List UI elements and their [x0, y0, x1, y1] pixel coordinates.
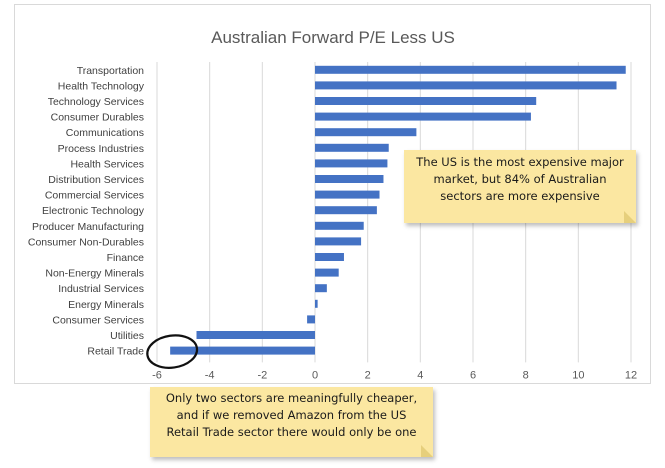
bar	[315, 299, 318, 308]
note-line: sectors are more expensive	[440, 189, 600, 203]
note-line: market, but 84% of Australian	[433, 172, 607, 186]
category-label: Energy Minerals	[68, 299, 144, 311]
bar	[315, 190, 380, 199]
x-tick-labels: -6 -4 -2 0 2 4 6 8 10 12	[152, 369, 637, 381]
category-label: Commercial Services	[45, 190, 144, 202]
bar	[315, 284, 327, 293]
x-tick-label: -4	[205, 369, 215, 381]
x-tick-label: 0	[312, 369, 318, 381]
highlight-circle	[146, 334, 199, 369]
bar	[315, 175, 384, 183]
bar	[315, 268, 339, 277]
category-label: Finance	[107, 252, 145, 264]
note-line: The US is the most expensive major	[416, 155, 624, 169]
bar	[196, 331, 315, 339]
category-label: Consumer Durables	[51, 112, 144, 124]
x-tick-label: -6	[152, 369, 162, 381]
bar	[315, 65, 626, 74]
category-label: Producer Manufacturing	[32, 221, 144, 233]
bar	[315, 237, 362, 246]
x-tick-label: -2	[257, 369, 267, 381]
bar	[315, 81, 617, 90]
annotations	[146, 334, 199, 369]
bar	[315, 97, 537, 105]
category-label: Communications	[66, 127, 144, 139]
category-label: Consumer Non-Durables	[28, 236, 144, 248]
category-label: Retail Trade	[87, 346, 144, 358]
note-line: Only two sectors are meaningfully cheape…	[165, 391, 418, 405]
x-tick-label: 12	[625, 369, 637, 381]
bar	[315, 221, 364, 230]
bar	[315, 253, 344, 261]
category-label: Electronic Technology	[42, 205, 145, 217]
x-tick-label: 6	[470, 369, 476, 381]
category-label: Utilities	[110, 330, 144, 342]
bar	[315, 112, 531, 121]
category-label: Non-Energy Minerals	[45, 268, 144, 280]
category-label: Distribution Services	[48, 174, 144, 186]
x-tick-label: 10	[572, 369, 584, 381]
sticky-note-us-expensive: The US is the most expensive major marke…	[404, 150, 636, 223]
x-tick-label: 4	[417, 369, 423, 381]
category-label: Health Technology	[58, 80, 145, 92]
bar	[170, 346, 315, 355]
bar	[307, 315, 315, 324]
note-fold	[624, 211, 636, 223]
x-tick-label: 8	[523, 369, 529, 381]
category-labels: Transportation Health Technology Technolog…	[28, 65, 145, 358]
note-fold	[421, 445, 433, 457]
sticky-note-cheaper-sectors: Only two sectors are meaningfully cheape…	[150, 387, 433, 457]
bars	[170, 65, 626, 355]
category-label: Process Industries	[58, 143, 144, 155]
bar	[315, 206, 377, 215]
bar	[315, 128, 417, 137]
category-label: Technology Services	[48, 96, 144, 108]
note-line: and if we removed Amazon from the US	[176, 408, 407, 422]
category-label: Health Services	[70, 158, 144, 170]
category-label: Transportation	[77, 65, 144, 77]
chart-title: Australian Forward P/E Less US	[211, 28, 455, 47]
category-label: Consumer Services	[52, 314, 144, 326]
bar	[315, 143, 389, 152]
x-tick-label: 2	[365, 369, 371, 381]
bar	[315, 159, 388, 168]
note-line: Retail Trade sector there would only be …	[166, 425, 417, 439]
category-label: Industrial Services	[58, 283, 144, 295]
